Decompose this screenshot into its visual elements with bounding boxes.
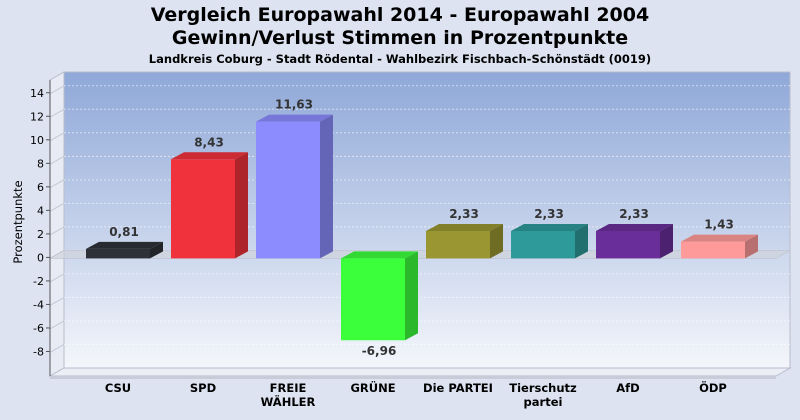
bar-top xyxy=(596,223,673,231)
y-tick-label: 2 xyxy=(37,228,44,241)
bar-front xyxy=(171,159,235,259)
bar-top xyxy=(171,152,248,160)
data-label: 0,81 xyxy=(109,225,139,239)
y-tick-label: 0 xyxy=(37,251,44,264)
chart-title: Vergleich Europawahl 2014 - Europawahl 2… xyxy=(150,4,650,26)
x-tick-label: AfD xyxy=(616,381,639,395)
y-tick-label: -8 xyxy=(33,345,44,358)
bar xyxy=(596,223,673,259)
bar-front xyxy=(256,121,320,259)
gridline-side xyxy=(49,320,65,330)
bar-side xyxy=(405,251,418,341)
bar-side xyxy=(320,114,333,259)
bar xyxy=(426,223,503,259)
gridline-side xyxy=(49,273,65,283)
gridline-side xyxy=(49,132,65,142)
bar-top xyxy=(86,241,163,249)
x-tick-label: GRÜNE xyxy=(350,380,395,395)
chart-subtitle: Gewinn/Verlust Stimmen in Prozentpunkte xyxy=(171,27,629,49)
plot-floor xyxy=(48,367,792,377)
gridline-side xyxy=(49,226,65,236)
y-tick-label: -2 xyxy=(33,275,44,288)
bar-side xyxy=(660,223,673,259)
gridline-side xyxy=(49,85,65,95)
bar-side xyxy=(235,152,248,259)
y-tick-label: 4 xyxy=(37,204,44,217)
gridline-side xyxy=(49,108,65,118)
y-tick-label: 12 xyxy=(30,110,44,123)
bar-side xyxy=(745,234,758,259)
y-tick-label: -6 xyxy=(33,322,44,335)
bar-front xyxy=(86,248,150,259)
x-tick-label: Tierschutz xyxy=(509,381,577,395)
plot-floor-edge xyxy=(50,376,776,379)
bar-front xyxy=(681,241,745,259)
y-tick-label: 14 xyxy=(30,87,44,100)
plot-side-wall xyxy=(49,71,65,377)
bar-top xyxy=(341,251,418,259)
bar xyxy=(86,241,163,259)
y-tick-label: 10 xyxy=(30,134,44,147)
bar xyxy=(341,251,418,341)
bar-side xyxy=(150,241,163,259)
bar-top xyxy=(511,223,588,231)
bar xyxy=(171,152,248,259)
bar xyxy=(511,223,588,259)
bar-top xyxy=(256,114,333,122)
bar-top xyxy=(426,223,503,231)
x-tick-label: partei xyxy=(524,395,563,409)
data-label: 1,43 xyxy=(704,218,734,232)
data-label: 11,63 xyxy=(275,98,313,112)
bar xyxy=(681,234,758,259)
bar-side xyxy=(575,223,588,259)
y-tick-label: 6 xyxy=(37,181,44,194)
bar-front xyxy=(341,258,405,341)
data-label: 8,43 xyxy=(194,135,224,149)
gridline-side xyxy=(49,179,65,189)
data-label: 2,33 xyxy=(619,207,649,221)
gridline-side xyxy=(49,202,65,212)
x-tick-label: WÄHLER xyxy=(261,394,316,409)
x-tick-label: CSU xyxy=(105,381,131,395)
y-tick-label: -4 xyxy=(33,298,44,311)
gridline-side xyxy=(49,155,65,165)
chart-caption: Landkreis Coburg - Stadt Rödental - Wahl… xyxy=(148,52,652,66)
gridline-side xyxy=(49,297,65,306)
bar-side xyxy=(490,223,503,259)
bar-front xyxy=(426,230,490,259)
bar-front xyxy=(511,230,575,259)
data-label: 2,33 xyxy=(449,207,479,221)
bar xyxy=(256,114,333,259)
y-tick-label: 8 xyxy=(37,157,44,170)
data-label: 2,33 xyxy=(534,207,564,221)
data-label: -6,96 xyxy=(362,344,397,358)
x-tick-label: FREIE xyxy=(270,381,307,395)
x-tick-label: Die PARTEI xyxy=(423,381,493,395)
gridline-side xyxy=(49,344,65,353)
bar-front xyxy=(596,230,660,259)
bar-top xyxy=(681,234,758,242)
x-tick-label: SPD xyxy=(190,381,216,395)
x-tick-label: ÖDP xyxy=(699,380,727,395)
